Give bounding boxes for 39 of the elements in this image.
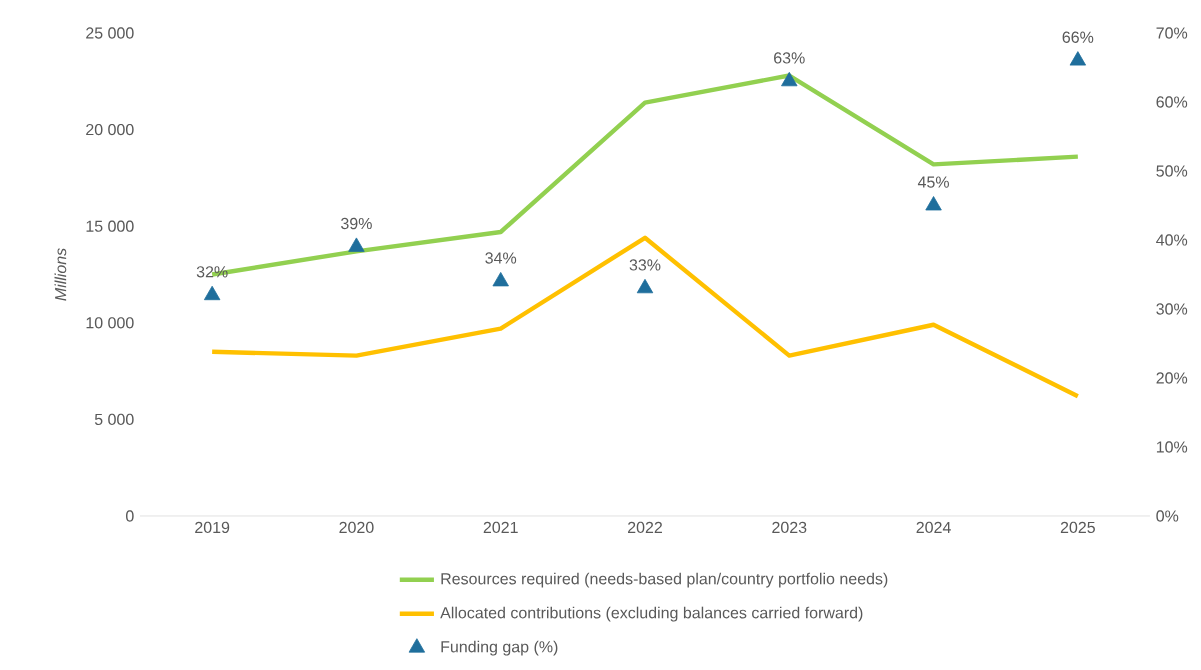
y2-tick-label: 20% <box>1156 372 1188 384</box>
point <box>492 272 509 287</box>
y-tick-label: 25 000 <box>86 27 134 39</box>
x-tick-label: 2019 <box>195 521 230 534</box>
y-axis-title: Millions <box>54 248 67 301</box>
data-label: 34% <box>485 252 517 264</box>
y2-tick-label: 60% <box>1156 96 1188 108</box>
y-tick-label: 0 <box>126 510 134 522</box>
x-tick-label: 2025 <box>1060 521 1095 534</box>
point <box>348 237 365 252</box>
y2-tick-label: 30% <box>1156 303 1188 315</box>
legend-label: Funding gap (%) <box>441 640 558 656</box>
legend-label: Allocated contributions (excluding balances carried forward) <box>440 606 863 622</box>
x-tick-label: 2024 <box>916 521 951 534</box>
x-tick-label: 2020 <box>339 521 374 534</box>
y-tick-label: 5 000 <box>94 413 134 426</box>
point <box>1069 51 1087 66</box>
y2-tick-label: 40% <box>1156 234 1188 246</box>
data-label: 63% <box>774 52 805 64</box>
y-tick-label: 20 000 <box>86 123 134 136</box>
data-label: 45% <box>917 176 949 188</box>
x-tick-label: 2023 <box>772 521 807 534</box>
y2-tick-label: 10% <box>1156 441 1188 453</box>
point <box>925 196 942 211</box>
x-tick-label: 2021 <box>483 521 518 534</box>
data-label: 32% <box>196 266 228 278</box>
legend-label: Resources required (needs-based plan/country portfolio needs) <box>441 572 888 588</box>
data-label: 39% <box>341 217 372 230</box>
data-label: 33% <box>629 259 661 271</box>
y-tick-label: 10 000 <box>86 317 134 329</box>
point <box>203 285 221 301</box>
y2-tick-label: 0% <box>1156 510 1179 522</box>
data-label: 66% <box>1062 31 1094 43</box>
point <box>636 278 654 294</box>
x-tick-label: 2022 <box>628 521 662 534</box>
point <box>781 71 798 87</box>
y-tick-label: 15 000 <box>86 220 134 232</box>
y2-tick-label: 70% <box>1156 27 1188 39</box>
y2-tick-label: 50% <box>1156 165 1188 177</box>
